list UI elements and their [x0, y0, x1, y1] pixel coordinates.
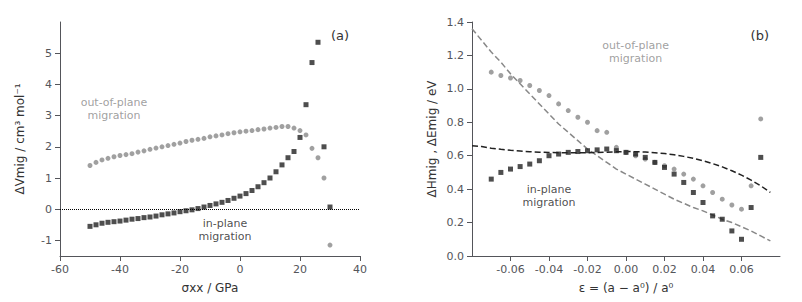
svg-text:-20: -20 — [171, 263, 189, 276]
svg-text:σxx / GPa: σxx / GPa — [182, 281, 239, 295]
svg-text:0.6: 0.6 — [447, 149, 465, 162]
svg-text:-1: -1 — [41, 234, 52, 247]
svg-text:-40: -40 — [111, 263, 129, 276]
svg-text:migration: migration — [198, 230, 251, 243]
svg-text:2: 2 — [45, 140, 52, 153]
svg-text:1.0: 1.0 — [447, 82, 465, 95]
svg-text:4: 4 — [45, 78, 52, 91]
svg-text:(b): (b) — [751, 28, 769, 43]
svg-text:migration: migration — [522, 196, 575, 209]
svg-text:ΔVmig / cm³ mol⁻¹: ΔVmig / cm³ mol⁻¹ — [13, 83, 27, 194]
svg-text:0.02: 0.02 — [652, 263, 677, 276]
svg-text:migration: migration — [609, 52, 662, 65]
svg-text:3: 3 — [45, 109, 52, 122]
svg-text:1: 1 — [45, 172, 52, 185]
svg-text:0.2: 0.2 — [447, 216, 465, 229]
svg-text:ΔHmig , ΔEmig / eV: ΔHmig , ΔEmig / eV — [425, 80, 439, 198]
svg-text:out-of-plane: out-of-plane — [602, 39, 669, 52]
svg-text:-0.06: -0.06 — [496, 263, 524, 276]
svg-text:in-plane: in-plane — [527, 183, 572, 196]
svg-text:0.04: 0.04 — [691, 263, 716, 276]
svg-text:1.2: 1.2 — [447, 49, 465, 62]
svg-text:0: 0 — [237, 263, 244, 276]
svg-text:migration: migration — [87, 109, 140, 122]
svg-text:-0.04: -0.04 — [535, 263, 563, 276]
svg-text:20: 20 — [293, 263, 307, 276]
svg-text:out-of-plane: out-of-plane — [81, 96, 148, 109]
svg-text:0: 0 — [45, 203, 52, 216]
svg-text:in-plane: in-plane — [203, 217, 248, 230]
svg-text:ε = (a − a⁰) / a⁰: ε = (a − a⁰) / a⁰ — [579, 281, 674, 295]
svg-text:-0.02: -0.02 — [573, 263, 601, 276]
svg-text:-60: -60 — [51, 263, 69, 276]
svg-text:0.00: 0.00 — [614, 263, 639, 276]
svg-text:0.0: 0.0 — [447, 250, 465, 263]
svg-text:5: 5 — [45, 47, 52, 60]
svg-text:(a): (a) — [331, 28, 349, 43]
svg-text:0.06: 0.06 — [729, 263, 754, 276]
svg-text:40: 40 — [353, 263, 367, 276]
svg-text:0.8: 0.8 — [447, 116, 465, 129]
svg-text:1.4: 1.4 — [447, 16, 465, 29]
svg-text:0.4: 0.4 — [447, 183, 465, 196]
